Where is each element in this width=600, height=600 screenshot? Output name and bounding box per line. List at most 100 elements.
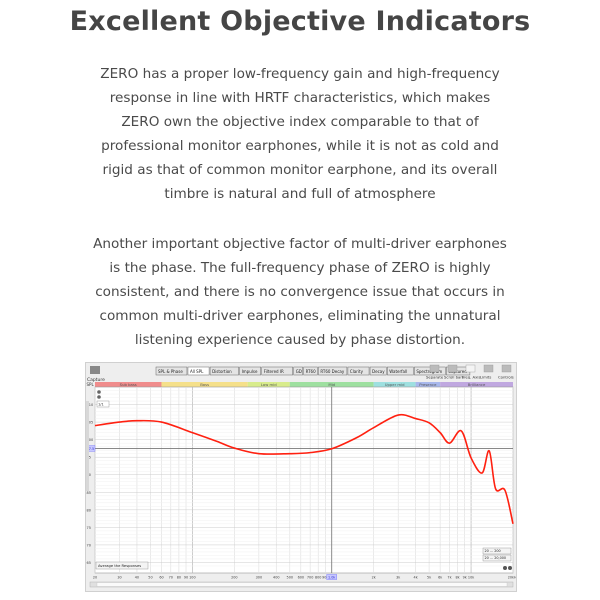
frequency-response-chart: Capture SPL & Phase All SPL Distortion Impul… <box>85 364 519 588</box>
capture-button[interactable]: Capture <box>87 377 105 383</box>
tab-gd[interactable] <box>293 366 303 376</box>
x-tick-label: 9k <box>463 576 467 580</box>
band-low-mid <box>247 382 290 387</box>
tab-label: RT60 <box>306 369 316 374</box>
band-bass <box>161 382 248 387</box>
x-tick-label: 10k <box>468 576 474 580</box>
tab-label: RT60 Decay <box>320 369 344 374</box>
rew-window: Capture SPL & Phase All SPL Distortion Impul… <box>85 362 519 592</box>
tool-label: Freq. Axis <box>462 375 480 380</box>
x-tick-label: 70 <box>169 576 173 580</box>
x-tick-label: 900 <box>322 576 328 580</box>
tab-label: Impulse <box>242 369 258 374</box>
tab-label: Clarity <box>350 369 364 374</box>
tab-clarity[interactable] <box>347 366 370 376</box>
tab-filtered-ir[interactable] <box>261 366 293 376</box>
band-label: Mid <box>328 382 335 387</box>
y-tick-label: 70 <box>87 543 91 547</box>
tab-impulse[interactable] <box>239 366 262 376</box>
x-tick-label: 20 <box>93 576 97 580</box>
band-label: Low mid <box>261 382 277 387</box>
capture-icon[interactable] <box>90 366 100 374</box>
average-responses-label: Average the Responses <box>98 564 141 568</box>
x-tick-label: 8k <box>455 576 459 580</box>
band-label: Presence <box>419 382 437 387</box>
tab-rt60[interactable] <box>303 366 318 376</box>
range-button-label: 20 ... 200 <box>485 549 501 553</box>
x-tick-label: 200 <box>231 576 237 580</box>
limits-icon[interactable] <box>483 364 494 373</box>
separate-icon[interactable] <box>429 364 440 373</box>
smoothing-select[interactable] <box>96 400 110 408</box>
x-tick-label: 700 <box>307 576 313 580</box>
tool-label: Controls <box>498 375 514 380</box>
band-label: Sub bass <box>120 382 137 387</box>
tab-label: GD <box>296 369 302 374</box>
freq-axis-icon[interactable] <box>465 364 476 373</box>
tab-label: SPL & Phase <box>158 369 183 374</box>
range-button[interactable] <box>482 554 512 562</box>
x-tick-label: 60 <box>159 576 163 580</box>
band-label: Brilliance <box>468 382 486 387</box>
y-tick-label: 65 <box>87 561 91 565</box>
band-brilliance <box>440 382 513 387</box>
tab-label: Spectrogram <box>416 369 442 374</box>
tab-label: All SPL <box>190 369 204 374</box>
y-tick-label: 75 <box>87 526 91 530</box>
vertical-scrollbar[interactable] <box>86 401 89 491</box>
y-tick-label: 105 <box>87 421 94 425</box>
controls-icon[interactable] <box>501 364 512 373</box>
range-button[interactable] <box>482 547 512 555</box>
x-tick-label: 400 <box>273 576 279 580</box>
zoom-out-icon[interactable] <box>97 395 101 399</box>
tab-label: Waterfall <box>389 369 407 374</box>
scroll-bars-icon[interactable] <box>447 364 458 373</box>
band-sub-bass <box>95 382 162 387</box>
phase-paragraph: Another important objective factor of mu… <box>93 236 507 348</box>
band-label: Bass <box>200 382 209 387</box>
x-tick-label: 500 <box>287 576 293 580</box>
tab-label: Filtered IR <box>264 369 284 374</box>
x-tick-label: 30 <box>117 576 121 580</box>
average-responses-button[interactable] <box>95 561 149 570</box>
tab-distortion[interactable] <box>209 366 239 376</box>
y-tick-label: 110 <box>87 403 94 407</box>
y-tick-label: 85 <box>87 491 91 495</box>
zoom-in-icon[interactable] <box>97 390 101 394</box>
scrollbar-thumb[interactable] <box>96 582 508 587</box>
tool-label: Scroll bars <box>444 375 464 380</box>
x-tick-label: 5k <box>427 576 431 580</box>
x-tick-label: 40 <box>135 576 139 580</box>
range-button-label: 20 ... 20,000 <box>485 556 507 560</box>
x-tick-label: 20kHz <box>508 576 516 580</box>
x-tick-label: 7k <box>447 576 451 580</box>
smoothing-value: 1/1 <box>98 403 104 407</box>
band-label: Upper mid <box>385 382 405 387</box>
tab-all-spl[interactable] <box>187 366 210 376</box>
x-tick-label: 90 <box>184 576 188 580</box>
y-tick-label: 100 <box>87 438 94 442</box>
band-mid <box>289 382 374 387</box>
tool-label: Separate <box>426 375 444 380</box>
x-tick-label: 6k <box>438 576 442 580</box>
tab-label: Decay <box>372 369 385 374</box>
tab-rt60-decay[interactable] <box>318 366 348 376</box>
tab-label: Captured <box>448 369 467 374</box>
zoom-out-x-icon[interactable] <box>503 566 507 570</box>
x-tick-label: 100 <box>189 576 195 580</box>
band-upper-mid <box>373 382 416 387</box>
x-tick-label: 3k <box>396 576 400 580</box>
tab-spl-phase[interactable] <box>155 366 188 376</box>
x-tick-label: 2k <box>372 576 376 580</box>
tool-label: Limits <box>480 375 491 380</box>
tab-decay[interactable] <box>369 366 387 376</box>
plot-area[interactable] <box>94 386 514 574</box>
zoom-in-x-icon[interactable] <box>508 566 512 570</box>
page-title: Excellent Objective Indicators <box>69 6 531 37</box>
band-presence <box>415 382 441 387</box>
tab-waterfall[interactable] <box>387 366 414 376</box>
x-tick-label: 4k <box>414 576 418 580</box>
cursor-freq-readout <box>326 574 337 580</box>
x-tick-label: 800 <box>315 576 321 580</box>
y-axis-label: SPL <box>87 382 95 387</box>
